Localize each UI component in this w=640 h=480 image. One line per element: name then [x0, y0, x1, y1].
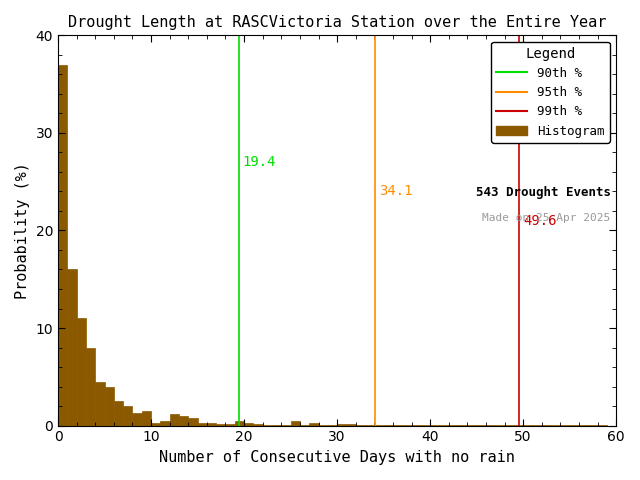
Bar [514, 425, 523, 426]
Bar [570, 425, 579, 426]
Bar [272, 425, 282, 426]
Text: 49.6: 49.6 [523, 214, 557, 228]
Bar [77, 318, 86, 426]
Text: 543 Drought Events: 543 Drought Events [476, 186, 611, 199]
Bar [132, 413, 142, 426]
Text: 19.4: 19.4 [242, 155, 276, 169]
Bar [588, 425, 598, 426]
Bar [328, 425, 337, 426]
X-axis label: Number of Consecutive Days with no rain: Number of Consecutive Days with no rain [159, 450, 515, 465]
Bar [346, 424, 356, 426]
Bar [467, 425, 477, 426]
Bar [337, 424, 346, 426]
Legend: 90th %, 95th %, 99th %, Histogram: 90th %, 95th %, 99th %, Histogram [491, 42, 610, 143]
Bar [477, 425, 486, 426]
Bar [179, 416, 188, 426]
Text: 34.1: 34.1 [379, 184, 412, 198]
Bar [114, 401, 123, 426]
Bar [309, 423, 319, 426]
Bar [449, 425, 458, 426]
Bar [598, 425, 607, 426]
Bar [551, 425, 561, 426]
Bar [86, 348, 95, 426]
Bar [504, 425, 514, 426]
Bar [123, 406, 132, 426]
Bar [532, 425, 542, 426]
Text: Made on 25 Apr 2025: Made on 25 Apr 2025 [483, 213, 611, 223]
Bar [67, 269, 77, 426]
Bar [393, 425, 402, 426]
Bar [523, 425, 532, 426]
Bar [253, 424, 262, 426]
Bar [216, 424, 225, 426]
Bar [188, 418, 198, 426]
Bar [421, 425, 430, 426]
Bar [458, 425, 467, 426]
Bar [486, 425, 495, 426]
Bar [262, 425, 272, 426]
Y-axis label: Probability (%): Probability (%) [15, 162, 30, 299]
Bar [579, 425, 588, 426]
Bar [300, 425, 309, 426]
Bar [244, 423, 253, 426]
Bar [207, 423, 216, 426]
Bar [225, 424, 235, 426]
Bar [356, 425, 365, 426]
Bar [95, 382, 104, 426]
Bar [542, 425, 551, 426]
Bar [235, 420, 244, 426]
Bar [170, 414, 179, 426]
Bar [402, 425, 412, 426]
Bar [104, 386, 114, 426]
Bar [440, 425, 449, 426]
Bar [374, 425, 383, 426]
Title: Drought Length at RASCVictoria Station over the Entire Year: Drought Length at RASCVictoria Station o… [68, 15, 606, 30]
Bar [161, 420, 170, 426]
Bar [198, 423, 207, 426]
Bar [383, 425, 393, 426]
Bar [495, 425, 504, 426]
Bar [291, 420, 300, 426]
Bar [58, 65, 67, 426]
Bar [142, 411, 151, 426]
Bar [319, 425, 328, 426]
Bar [561, 425, 570, 426]
Bar [151, 423, 161, 426]
Bar [412, 425, 421, 426]
Bar [282, 425, 291, 426]
Bar [365, 425, 374, 426]
Bar [430, 425, 440, 426]
